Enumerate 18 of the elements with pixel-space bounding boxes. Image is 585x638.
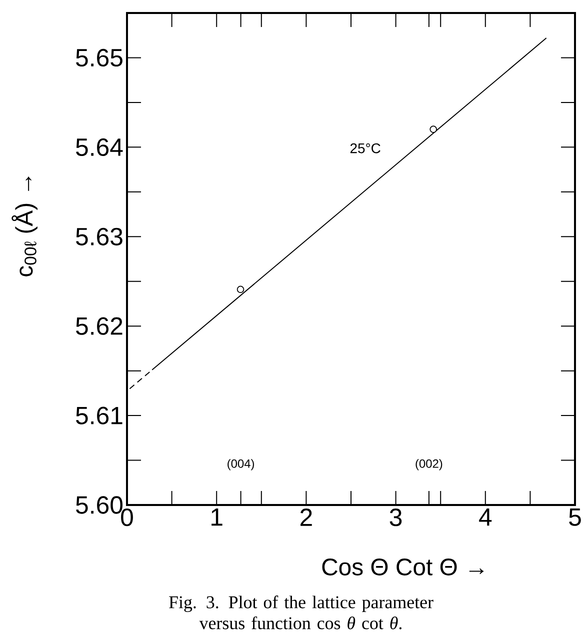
x-tick-label: 1 [211,508,222,526]
x-axis-title: Cos Θ Cot Θ → [322,558,484,576]
y-tick-label: 5.60 [76,496,122,514]
y-tick-label: 5.61 [76,406,122,424]
y-axis-title: c$_{00ℓ}$ (Å) → [12,176,38,276]
caption: Fig. 3. Plot of the lattice parameter versus function cos θ cot θ. [168,596,434,630]
annotation: (002) [416,459,442,470]
y-tick-label: 5.64 [76,138,123,156]
x-tick-label: 5 [568,508,581,526]
annotation: 25°C [350,143,380,154]
y-tick-label: 5.65 [76,48,122,67]
y-tick-label: 5.62 [76,317,122,335]
x-tick-label: 0 [120,508,133,526]
annotation: (004) [227,459,254,470]
y-tick-label: 5.63 [76,228,122,246]
x-tick-label: 2 [300,508,312,526]
x-tick-label: 4 [478,508,492,526]
x-tick-label: 3 [390,508,402,526]
